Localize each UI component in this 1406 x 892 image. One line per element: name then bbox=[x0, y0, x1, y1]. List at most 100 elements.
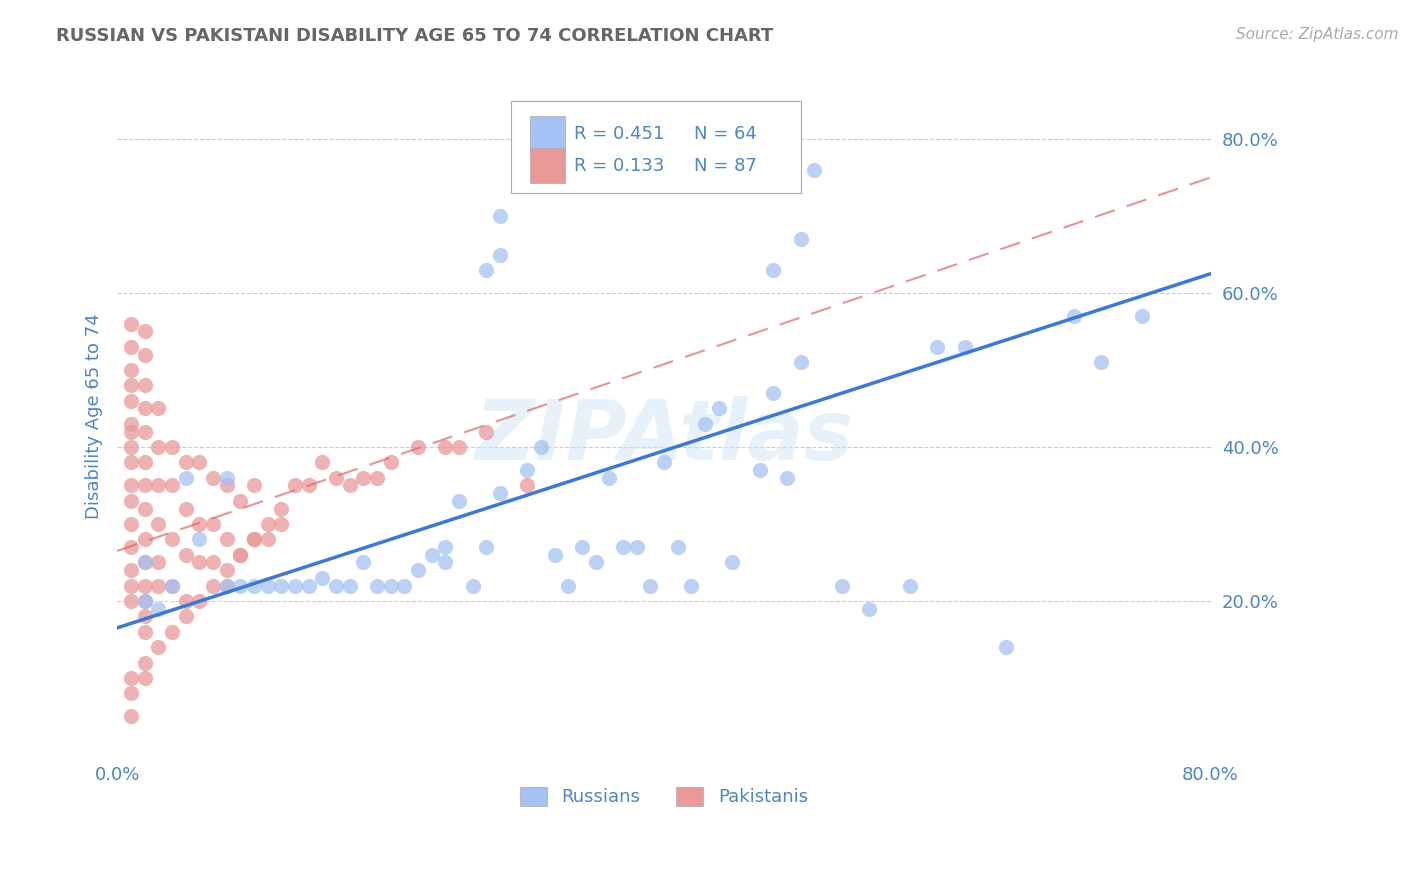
Point bbox=[707, 401, 730, 416]
FancyBboxPatch shape bbox=[530, 148, 565, 183]
Point bbox=[148, 401, 170, 416]
Point bbox=[229, 548, 252, 562]
Text: R = 0.133: R = 0.133 bbox=[574, 156, 665, 175]
Point bbox=[297, 478, 319, 492]
Point bbox=[148, 440, 170, 454]
Point bbox=[339, 478, 361, 492]
Point bbox=[229, 548, 252, 562]
Point bbox=[530, 440, 553, 454]
Point bbox=[352, 471, 374, 485]
Point bbox=[352, 556, 374, 570]
Point bbox=[1130, 309, 1153, 323]
Point bbox=[366, 471, 388, 485]
Point bbox=[243, 578, 266, 592]
Point bbox=[174, 609, 197, 624]
Legend: Russians, Pakistanis: Russians, Pakistanis bbox=[513, 780, 815, 814]
Y-axis label: Disability Age 65 to 74: Disability Age 65 to 74 bbox=[86, 313, 103, 519]
Point bbox=[201, 516, 224, 531]
Point bbox=[652, 455, 675, 469]
Point bbox=[134, 455, 156, 469]
Point bbox=[148, 640, 170, 654]
Point bbox=[434, 556, 457, 570]
Point bbox=[489, 486, 512, 500]
Point bbox=[134, 478, 156, 492]
Point bbox=[134, 556, 156, 570]
Point bbox=[325, 471, 347, 485]
Point bbox=[174, 501, 197, 516]
Point bbox=[898, 578, 921, 592]
Point bbox=[174, 594, 197, 608]
Point bbox=[598, 471, 620, 485]
Point bbox=[243, 533, 266, 547]
Point bbox=[134, 556, 156, 570]
Point bbox=[148, 578, 170, 592]
Point bbox=[638, 578, 661, 592]
Point bbox=[311, 455, 333, 469]
Point bbox=[270, 578, 292, 592]
Point bbox=[489, 247, 512, 261]
Point bbox=[666, 540, 689, 554]
Point bbox=[160, 578, 183, 592]
Point bbox=[120, 671, 142, 685]
Point bbox=[256, 578, 278, 592]
Point bbox=[461, 578, 484, 592]
Point bbox=[215, 471, 238, 485]
Text: ZIPAtlas: ZIPAtlas bbox=[474, 396, 853, 477]
Point bbox=[434, 540, 457, 554]
Point bbox=[148, 478, 170, 492]
Point bbox=[120, 440, 142, 454]
Point bbox=[721, 556, 744, 570]
Point bbox=[325, 578, 347, 592]
Point bbox=[762, 263, 785, 277]
Point bbox=[585, 556, 607, 570]
Point bbox=[160, 533, 183, 547]
Text: N = 64: N = 64 bbox=[695, 125, 758, 143]
Point bbox=[256, 533, 278, 547]
Point bbox=[120, 378, 142, 392]
Point bbox=[475, 425, 498, 439]
Point bbox=[134, 656, 156, 670]
Point bbox=[392, 578, 415, 592]
Point bbox=[284, 578, 307, 592]
Point bbox=[1063, 309, 1085, 323]
Point bbox=[134, 594, 156, 608]
Text: R = 0.451: R = 0.451 bbox=[574, 125, 665, 143]
Point bbox=[297, 578, 319, 592]
FancyBboxPatch shape bbox=[530, 116, 565, 152]
Point bbox=[201, 471, 224, 485]
Point bbox=[188, 556, 211, 570]
Point bbox=[148, 601, 170, 615]
Point bbox=[229, 578, 252, 592]
Point bbox=[516, 463, 538, 477]
Point bbox=[434, 440, 457, 454]
Point bbox=[134, 609, 156, 624]
Point bbox=[543, 548, 565, 562]
Point bbox=[160, 440, 183, 454]
Point bbox=[762, 386, 785, 401]
Point bbox=[215, 533, 238, 547]
Point bbox=[571, 540, 593, 554]
Text: RUSSIAN VS PAKISTANI DISABILITY AGE 65 TO 74 CORRELATION CHART: RUSSIAN VS PAKISTANI DISABILITY AGE 65 T… bbox=[56, 27, 773, 45]
Point bbox=[120, 493, 142, 508]
Point bbox=[134, 533, 156, 547]
Point bbox=[174, 548, 197, 562]
FancyBboxPatch shape bbox=[510, 101, 800, 193]
Point bbox=[120, 594, 142, 608]
Point bbox=[188, 516, 211, 531]
Point bbox=[789, 232, 811, 246]
Point bbox=[120, 455, 142, 469]
Point bbox=[134, 401, 156, 416]
Point bbox=[475, 263, 498, 277]
Point bbox=[134, 578, 156, 592]
Point bbox=[120, 425, 142, 439]
Point bbox=[557, 578, 579, 592]
Point bbox=[475, 540, 498, 554]
Point bbox=[160, 624, 183, 639]
Point bbox=[188, 594, 211, 608]
Point bbox=[516, 478, 538, 492]
Point bbox=[420, 548, 443, 562]
Point bbox=[447, 440, 470, 454]
Point bbox=[831, 578, 853, 592]
Point bbox=[380, 578, 402, 592]
Point bbox=[693, 417, 716, 431]
